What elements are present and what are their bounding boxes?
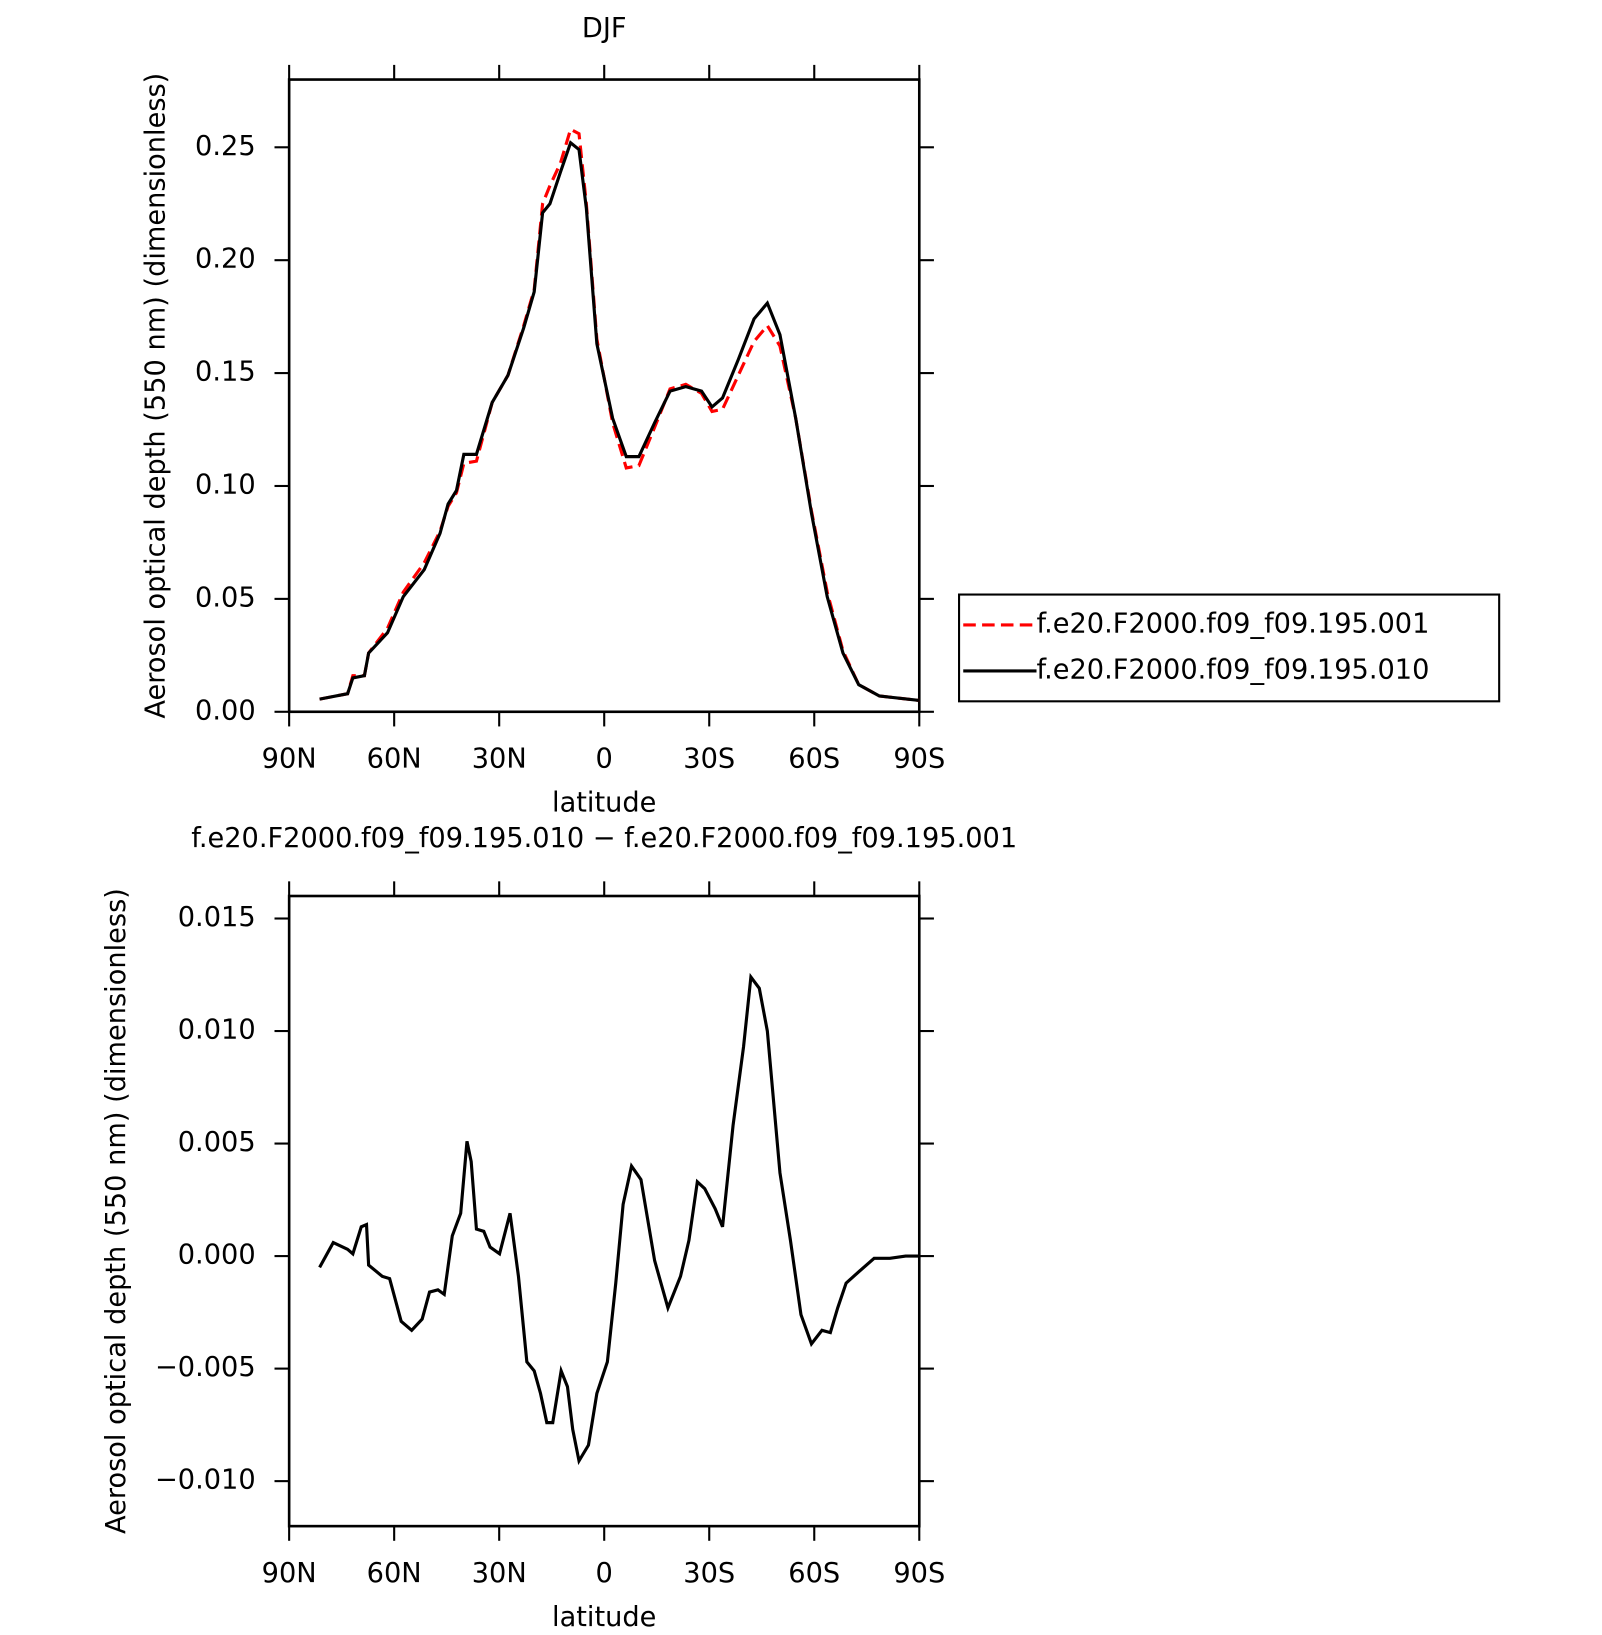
- x-tick-label: 30N: [472, 743, 527, 774]
- x-tick-label: 0: [596, 1558, 613, 1589]
- y-tick-label: 0.015: [178, 902, 256, 933]
- legend-label: f.e20.F2000.f09_f09.195.010: [1037, 654, 1430, 685]
- x-tick-label: 90S: [893, 743, 945, 774]
- x-tick-label: 30S: [683, 743, 735, 774]
- data-line: [318, 972, 920, 1466]
- chart-title: DJF: [582, 13, 627, 44]
- y-tick-label: 0.15: [195, 357, 256, 388]
- legend-box: [958, 593, 1501, 703]
- x-tick-label: 30S: [683, 1558, 735, 1589]
- y-tick-label: −0.005: [155, 1352, 256, 1383]
- chart-title: f.e20.F2000.f09_f09.195.010 − f.e20.F200…: [191, 823, 1017, 854]
- y-tick-label: 0.20: [195, 244, 256, 275]
- x-axis-label: latitude: [552, 787, 656, 818]
- x-tick-label: 60S: [788, 1558, 840, 1589]
- y-tick-label: 0.10: [195, 469, 256, 500]
- y-tick-label: 0.005: [178, 1127, 256, 1158]
- y-axis-label: Aerosol optical depth (550 nm) (dimensio…: [101, 888, 132, 1534]
- x-tick-label: 60N: [367, 1558, 422, 1589]
- x-tick-label: 90S: [893, 1558, 945, 1589]
- y-tick-label: 0.25: [195, 131, 256, 162]
- plot-frame: [287, 894, 921, 1528]
- x-tick-label: 60N: [367, 743, 422, 774]
- plot-frame: [287, 78, 921, 714]
- x-tick-label: 0: [596, 743, 613, 774]
- legend: f.e20.F2000.f09_f09.195.001 f.e20.F2000.f…: [958, 593, 1501, 703]
- y-tick-label: 0.05: [195, 582, 256, 613]
- y-tick-label: 0.000: [178, 1240, 256, 1271]
- x-tick-label: 90N: [262, 743, 317, 774]
- x-tick-label: 30N: [472, 1558, 527, 1589]
- data-line: [319, 140, 920, 703]
- x-tick-label: 90N: [262, 1558, 317, 1589]
- y-tick-label: 0.010: [178, 1015, 256, 1046]
- legend-label: f.e20.F2000.f09_f09.195.001: [1037, 608, 1430, 639]
- y-tick-label: 0.00: [195, 695, 256, 726]
- y-tick-label: −0.010: [155, 1465, 256, 1496]
- data-line: [319, 126, 920, 703]
- y-axis-label: Aerosol optical depth (550 nm) (dimensio…: [141, 73, 172, 719]
- x-axis-label: latitude: [552, 1602, 656, 1633]
- x-tick-label: 60S: [788, 743, 840, 774]
